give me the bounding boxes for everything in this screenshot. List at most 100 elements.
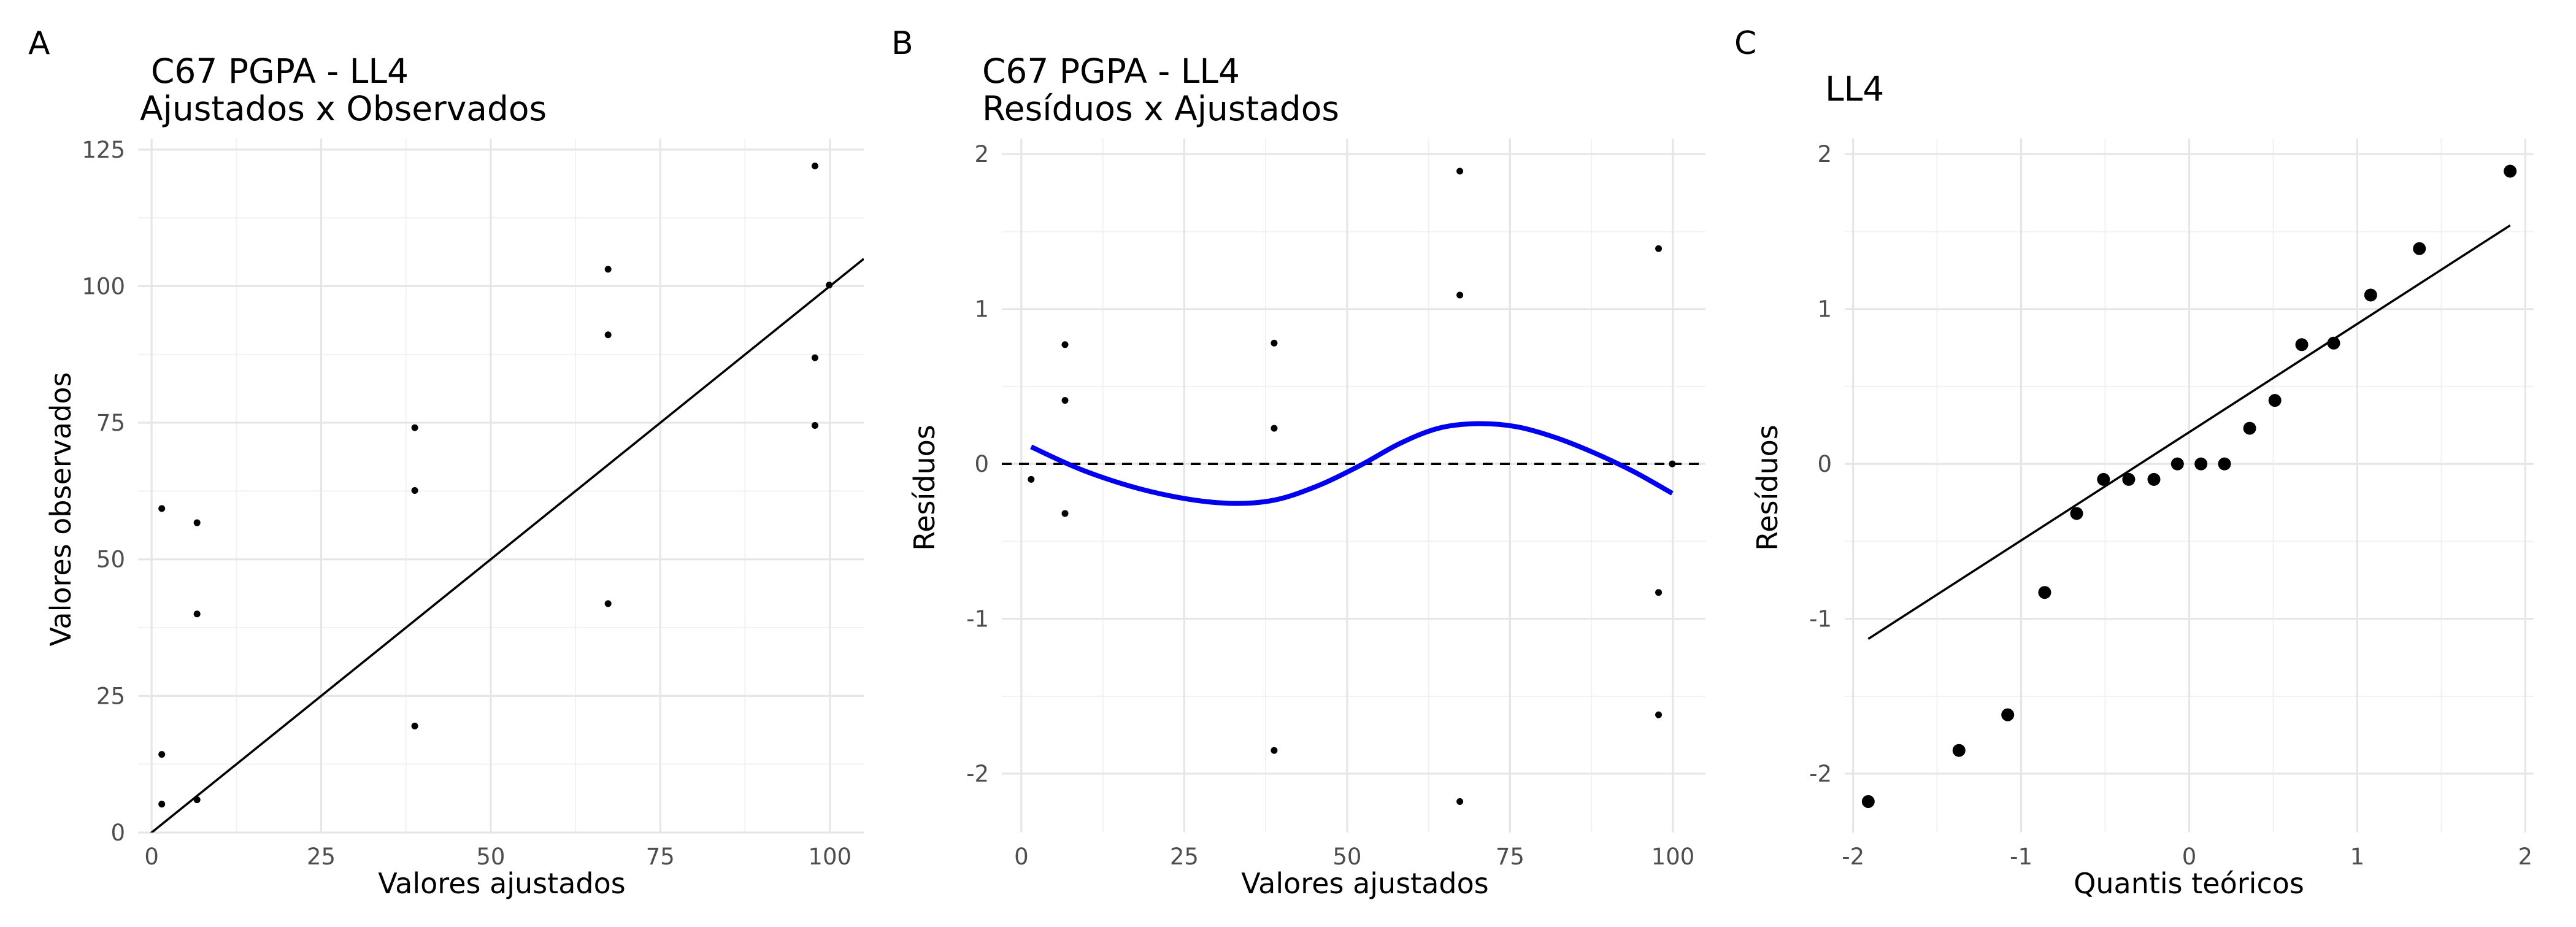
- panel-b: B C67 PGPA - LL4 Resíduos x Ajustados 0 2…: [891, 25, 1705, 900]
- panel-c-data-point: [2327, 336, 2340, 350]
- panel-a-x-axis-title: Valores ajustados: [378, 867, 625, 900]
- panel-b-y-axis-title: Resíduos: [908, 425, 941, 550]
- panel-c-y-tick-label: -2: [1809, 761, 1832, 787]
- panel-a-data-point: [158, 505, 166, 512]
- panel-a-letter: A: [28, 25, 50, 62]
- panel-a-y-tick-label: 0: [110, 820, 125, 846]
- panel-a-x-tick-label: 25: [307, 844, 336, 870]
- panel-c-data-point: [2122, 472, 2136, 486]
- panel-a-data-point: [604, 331, 612, 339]
- panel-c-y-tick-label: 2: [1817, 141, 1832, 167]
- panel-c-x-tick-label: 1: [2350, 844, 2365, 870]
- panel-a-data-point: [411, 487, 418, 494]
- panel-c-x-tick-label: -2: [1842, 844, 1864, 870]
- panel-c-x-tick-label: -1: [2010, 844, 2032, 870]
- panel-c-y-tick-label: 0: [1817, 451, 1832, 477]
- panel-c-y-tick-label: -1: [1809, 606, 1832, 633]
- panel-b-y-tick-label: 1: [974, 296, 989, 323]
- panel-b-letter: B: [891, 25, 913, 62]
- panel-b-data-point: [1456, 167, 1464, 175]
- panel-a-data-point: [811, 163, 818, 170]
- panel-b-data-point: [1028, 475, 1035, 483]
- panel-a-data-point: [604, 266, 612, 273]
- panel-a-data-point: [811, 422, 818, 429]
- panel-c-letter: C: [1734, 25, 1756, 62]
- panel-a-y-tick-label: 50: [96, 547, 125, 573]
- panel-a-data-point: [604, 600, 612, 607]
- panel-c-data-point: [2364, 288, 2377, 302]
- panel-a-data-point: [193, 519, 201, 526]
- panel-c-data-point: [2243, 421, 2256, 435]
- panel-b-data-point: [1061, 341, 1069, 348]
- panel-c-y-tick-label: 1: [1817, 296, 1832, 323]
- panel-c-x-axis-title: Quantis teóricos: [2074, 867, 2304, 900]
- panel-c-qq-line: [1867, 224, 2511, 640]
- panel-c-data-point: [2170, 457, 2184, 471]
- panel-a-x-tick-label: 100: [808, 844, 852, 870]
- panel-c-data-point: [2504, 164, 2517, 178]
- panel-a-title-line1: C67 PGPA - LL4: [151, 52, 409, 91]
- panel-c-data-point: [1952, 744, 1966, 757]
- panel-a-title-line2: Ajustados x Observados: [140, 89, 547, 128]
- panel-a-x-tick-label: 0: [144, 844, 159, 870]
- panel-b-data-point: [1061, 510, 1069, 517]
- panel-c-data-point: [2070, 507, 2083, 520]
- panel-b-smooth-curve: [1030, 421, 1674, 506]
- panel-c-x-tick-label: 0: [2182, 844, 2197, 870]
- panel-c-data-point: [2001, 708, 2015, 721]
- panel-b-data-point: [1456, 291, 1464, 299]
- panel-a-data-point: [411, 424, 418, 431]
- panel-b-data-point: [1061, 397, 1069, 404]
- panel-a-x-tick-label: 75: [646, 844, 675, 870]
- panel-a-data-point: [158, 751, 166, 758]
- panel-a-y-axis-title: Valores observados: [44, 372, 77, 646]
- panel-b-x-tick-label: 0: [1014, 844, 1029, 870]
- panel-c-data-point: [2268, 394, 2282, 407]
- panel-c-title-line1: LL4: [1825, 69, 1884, 109]
- panel-a-identity-line: [150, 258, 864, 833]
- panel-c-data-point: [2147, 472, 2161, 486]
- panel-a-y-tick-label: 25: [96, 683, 125, 709]
- panel-b-title-line2: Resíduos x Ajustados: [982, 89, 1339, 128]
- panel-c-data-point: [2194, 457, 2208, 471]
- panel-a-data-point: [158, 801, 166, 808]
- panel-c-data-point: [2295, 338, 2309, 352]
- panel-b-y-tick-label: -2: [966, 761, 989, 787]
- panel-a-data-point: [193, 796, 201, 804]
- panel-b-data-point: [1271, 747, 1278, 754]
- panel-a-data-point: [811, 354, 818, 361]
- panel-a-y-tick-label: 100: [82, 273, 125, 299]
- panel-b-y-tick-label: 0: [974, 451, 989, 477]
- panel-a-y-tick-label: 125: [82, 137, 125, 163]
- panel-a-y-tick-label: 75: [96, 410, 125, 436]
- panel-a-data-point: [193, 610, 201, 618]
- panel-a-x-tick-label: 50: [476, 844, 505, 870]
- panel-b-x-axis-title: Valores ajustados: [1241, 867, 1488, 900]
- panel-b-x-tick-label: 75: [1496, 844, 1524, 870]
- panel-b-y-tick-label: 2: [974, 141, 989, 167]
- panel-b-data-point: [1655, 711, 1663, 718]
- panel-c-data-point: [2097, 472, 2110, 486]
- panel-b-x-tick-label: 25: [1170, 844, 1199, 870]
- panel-a-data-point: [826, 282, 833, 289]
- panel-b-title-line1: C67 PGPA - LL4: [982, 52, 1240, 91]
- panel-b-x-tick-label: 100: [1651, 844, 1695, 870]
- panel-b-x-tick-label: 50: [1332, 844, 1361, 870]
- panel-a-data-point: [411, 722, 418, 729]
- panel-b-data-point: [1669, 460, 1676, 467]
- panel-c-data-point: [2413, 242, 2426, 255]
- panel-b-data-point: [1271, 339, 1278, 347]
- panel-b-data-point: [1655, 245, 1663, 252]
- panel-b-data-point: [1271, 425, 1278, 432]
- panel-c-y-axis-title: Resíduos: [1751, 425, 1784, 550]
- panel-c-data-point: [1861, 795, 1875, 809]
- panel-a: A C67 PGPA - LL4 Ajustados x Observados …: [28, 25, 864, 900]
- panel-b-y-tick-label: -1: [966, 606, 989, 633]
- panel-c: C LL4 -2 -1 0 1 2 -2 -1 0 1 2 Quantis teóricos Re…: [1734, 25, 2534, 900]
- panel-c-x-tick-label: 2: [2518, 844, 2533, 870]
- panel-c-data-point: [2038, 586, 2051, 599]
- panel-b-data-point: [1456, 798, 1464, 806]
- panel-b-data-point: [1655, 589, 1663, 596]
- panel-c-data-point: [2218, 457, 2231, 471]
